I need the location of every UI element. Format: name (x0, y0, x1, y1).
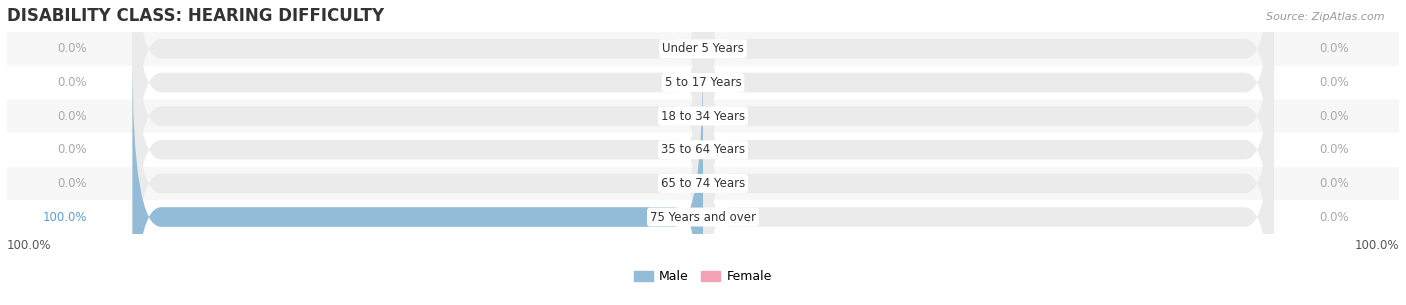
Legend: Male, Female: Male, Female (630, 265, 776, 288)
Text: 65 to 74 Years: 65 to 74 Years (661, 177, 745, 190)
Text: 18 to 34 Years: 18 to 34 Years (661, 109, 745, 123)
Text: 0.0%: 0.0% (1319, 143, 1348, 156)
Text: 75 Years and over: 75 Years and over (650, 210, 756, 224)
Text: Source: ZipAtlas.com: Source: ZipAtlas.com (1267, 12, 1385, 22)
Text: 0.0%: 0.0% (1319, 76, 1348, 89)
FancyBboxPatch shape (703, 0, 1274, 207)
FancyBboxPatch shape (703, 59, 1274, 305)
Bar (7, 200, 1399, 234)
Text: 100.0%: 100.0% (7, 239, 52, 252)
Text: DISABILITY CLASS: HEARING DIFFICULTY: DISABILITY CLASS: HEARING DIFFICULTY (7, 7, 384, 25)
Text: 0.0%: 0.0% (1319, 42, 1348, 56)
Text: 5 to 17 Years: 5 to 17 Years (665, 76, 741, 89)
Bar (7, 167, 1399, 200)
Text: 0.0%: 0.0% (58, 143, 87, 156)
Bar (7, 66, 1399, 99)
Text: 100.0%: 100.0% (42, 210, 87, 224)
Text: 0.0%: 0.0% (58, 42, 87, 56)
FancyBboxPatch shape (132, 0, 703, 207)
FancyBboxPatch shape (132, 59, 703, 305)
FancyBboxPatch shape (132, 25, 703, 305)
FancyBboxPatch shape (132, 0, 703, 305)
Text: Under 5 Years: Under 5 Years (662, 42, 744, 56)
FancyBboxPatch shape (132, 0, 703, 274)
Text: 0.0%: 0.0% (58, 177, 87, 190)
Bar (7, 133, 1399, 167)
FancyBboxPatch shape (703, 25, 1274, 305)
Bar (7, 32, 1399, 66)
Bar (7, 99, 1399, 133)
FancyBboxPatch shape (132, 0, 703, 241)
Text: 0.0%: 0.0% (1319, 177, 1348, 190)
FancyBboxPatch shape (703, 0, 1274, 241)
FancyBboxPatch shape (132, 59, 703, 305)
Text: 0.0%: 0.0% (1319, 109, 1348, 123)
FancyBboxPatch shape (703, 0, 1274, 274)
Text: 0.0%: 0.0% (58, 109, 87, 123)
Text: 0.0%: 0.0% (1319, 210, 1348, 224)
Text: 35 to 64 Years: 35 to 64 Years (661, 143, 745, 156)
FancyBboxPatch shape (703, 0, 1274, 305)
Text: 0.0%: 0.0% (58, 76, 87, 89)
Text: 100.0%: 100.0% (1354, 239, 1399, 252)
